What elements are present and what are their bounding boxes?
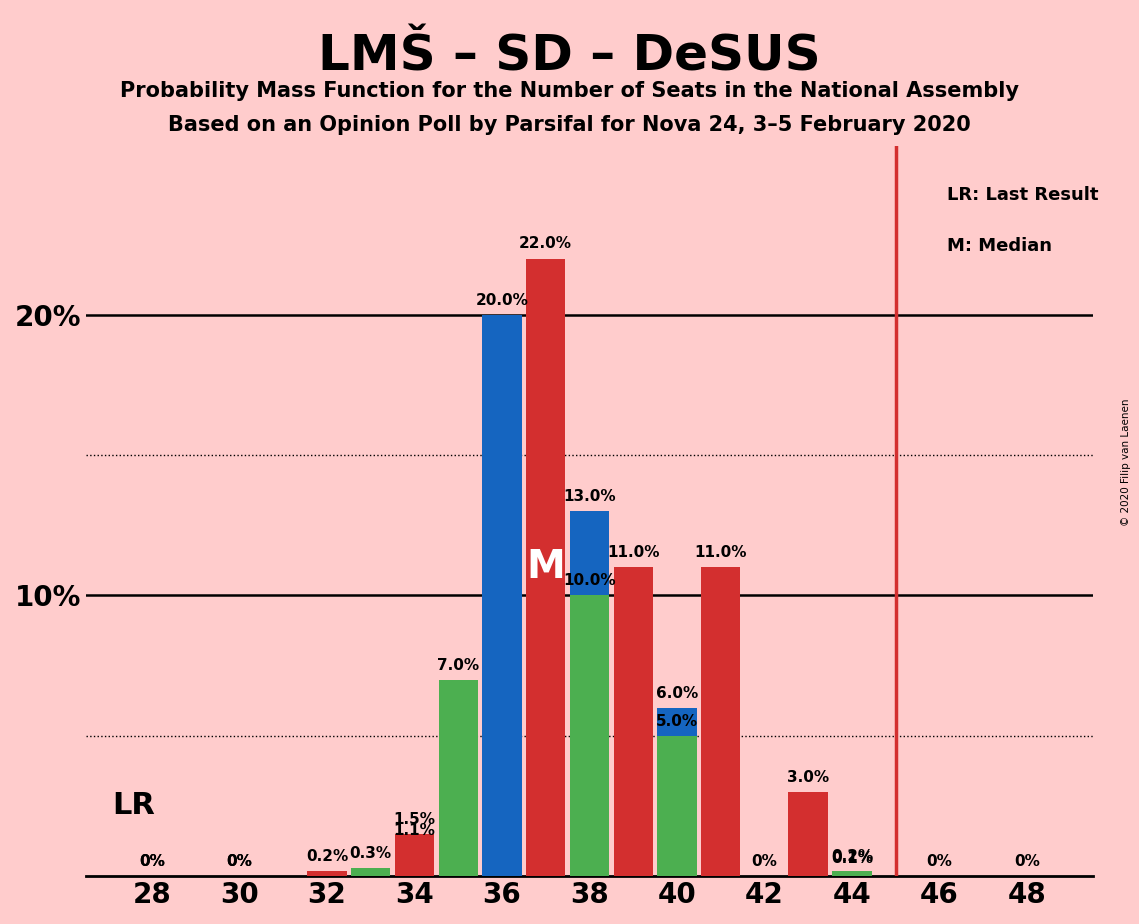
Text: 13.0%: 13.0% <box>563 489 616 505</box>
Text: 10.0%: 10.0% <box>563 574 616 589</box>
Text: Based on an Opinion Poll by Parsifal for Nova 24, 3–5 February 2020: Based on an Opinion Poll by Parsifal for… <box>169 115 970 135</box>
Text: LR: LR <box>113 791 156 821</box>
Text: M: Median: M: Median <box>947 237 1051 255</box>
Bar <box>351 868 391 876</box>
Text: 0%: 0% <box>1014 854 1040 869</box>
Bar <box>570 511 609 876</box>
Text: 20.0%: 20.0% <box>475 293 528 308</box>
Bar <box>395 834 434 876</box>
Bar <box>482 315 522 876</box>
Bar <box>700 567 740 876</box>
Text: 0%: 0% <box>926 854 952 869</box>
Bar <box>395 845 434 876</box>
Text: M: M <box>526 548 565 587</box>
Bar <box>833 870 871 876</box>
Bar <box>833 873 871 876</box>
Text: 1.1%: 1.1% <box>393 823 435 838</box>
Bar <box>526 259 565 876</box>
Text: Probability Mass Function for the Number of Seats in the National Assembly: Probability Mass Function for the Number… <box>120 81 1019 102</box>
Bar <box>570 595 609 876</box>
Text: 0%: 0% <box>227 854 253 869</box>
Bar <box>657 708 697 876</box>
Text: 5.0%: 5.0% <box>656 713 698 729</box>
Text: 0.3%: 0.3% <box>350 845 392 860</box>
Text: 0.2%: 0.2% <box>830 848 872 864</box>
Text: 22.0%: 22.0% <box>519 237 572 251</box>
Text: 0.2%: 0.2% <box>306 848 349 864</box>
Text: 11.0%: 11.0% <box>695 545 747 560</box>
Text: 0.1%: 0.1% <box>831 851 872 867</box>
Text: 0%: 0% <box>752 854 777 869</box>
Text: 1.5%: 1.5% <box>393 812 435 827</box>
Text: 11.0%: 11.0% <box>607 545 659 560</box>
Bar <box>788 792 828 876</box>
Text: LR: Last Result: LR: Last Result <box>947 187 1098 204</box>
Text: 7.0%: 7.0% <box>437 658 480 673</box>
Text: 3.0%: 3.0% <box>787 770 829 784</box>
Bar <box>439 680 478 876</box>
Text: © 2020 Filip van Laenen: © 2020 Filip van Laenen <box>1121 398 1131 526</box>
Bar <box>657 736 697 876</box>
Text: 6.0%: 6.0% <box>656 686 698 700</box>
Bar <box>308 870 346 876</box>
Text: 0%: 0% <box>139 854 165 869</box>
Text: 0%: 0% <box>227 854 253 869</box>
Bar <box>614 567 653 876</box>
Text: LMŠ – SD – DeSUS: LMŠ – SD – DeSUS <box>318 32 821 80</box>
Text: 0%: 0% <box>139 854 165 869</box>
